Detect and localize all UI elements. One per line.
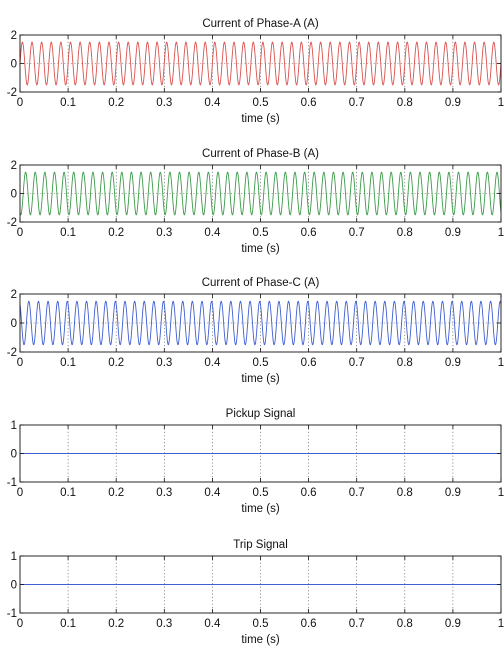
- subplot-1-x-tick-label: 0: [17, 97, 23, 109]
- subplot-1-series-1-line: [19, 41, 502, 86]
- subplot-2-x-axis-label: time (s): [241, 243, 280, 255]
- subplot-3-x-tick-label: 0.7: [349, 357, 365, 369]
- subplot-1-x-tick-label: 0.2: [108, 97, 124, 109]
- subplot-5-x-tick-label: 0.8: [397, 618, 413, 630]
- subplot-1-x-tick-label: 0.3: [156, 97, 172, 109]
- subplot-2-x-tick-label: 0.1: [60, 227, 76, 239]
- subplot-2: 0 0.1 0.2 0.3 0.4 0.5 0.6 0.7 0.8 0.9 1-202Current…: [7, 148, 504, 255]
- subplot-4-x-tick-label: 0.3: [156, 487, 172, 499]
- subplot-1-x-tick-label: 0.5: [253, 97, 269, 109]
- subplot-4-title: Pickup Signal: [226, 408, 296, 420]
- subplot-5-x-tick-label: 0.5: [253, 618, 269, 630]
- subplot-4-x-tick-label: 1: [498, 487, 504, 499]
- subplot-2-x-tick-label: 0.4: [204, 227, 221, 239]
- subplot-1-x-tick-label: 0.4: [204, 97, 221, 109]
- subplot-2-y-tick-label: 2: [11, 160, 17, 172]
- subplot-5-x-tick-label: 0.7: [349, 618, 365, 630]
- subplot-4-x-tick-label: 0.7: [349, 487, 365, 499]
- subplot-2-x-tick-label: 0.6: [301, 227, 317, 239]
- subplot-4-x-tick-label: 0.4: [204, 487, 221, 499]
- subplot-1-x-tick-label: 1: [498, 97, 504, 109]
- subplot-5-x-tick-label: 1: [498, 618, 504, 630]
- subplot-1-y-tick-label: 0: [11, 59, 17, 71]
- subplot-2-x-tick-label: 0: [17, 227, 23, 239]
- subplot-2-x-tick-label: 0.8: [397, 227, 413, 239]
- subplot-3-x-tick-label: 0: [17, 357, 23, 369]
- subplot-3: 0 0.1 0.2 0.3 0.4 0.5 0.6 0.7 0.8 0.9 1-202Current…: [7, 277, 504, 385]
- subplot-1-y-tick-label: -2: [7, 87, 17, 99]
- subplot-5-x-tick-label: 0.2: [108, 618, 124, 630]
- subplot-1-title: Current of Phase-A (A): [202, 18, 318, 30]
- subplot-2-y-tick-label: 0: [11, 189, 17, 201]
- subplot-1-x-tick-label: 0.6: [301, 97, 317, 109]
- subplot-5-x-tick-label: 0.4: [204, 618, 221, 630]
- subplot-3-y-tick-label: -2: [7, 347, 17, 359]
- subplot-4-y-tick-label: 1: [11, 420, 17, 432]
- subplot-1-x-tick-label: 0.7: [349, 97, 365, 109]
- subplot-3-x-tick-label: 0.6: [301, 357, 317, 369]
- subplot-2-x-tick-label: 0.5: [253, 227, 269, 239]
- subplot-3-y-tick-label: 0: [11, 318, 17, 330]
- subplot-4-x-tick-label: 0.5: [253, 487, 269, 499]
- subplot-3-x-tick-label: 0.8: [397, 357, 413, 369]
- subplot-3-x-tick-label: 0.9: [445, 357, 461, 369]
- subplot-2-x-tick-label: 1: [498, 227, 504, 239]
- subplot-4: 0 0.1 0.2 0.3 0.4 0.5 0.6 0.7 0.8 0.9 1-101Pickup …: [7, 408, 504, 515]
- subplot-3-title: Current of Phase-C (A): [202, 277, 320, 289]
- subplot-4-x-tick-label: 0.2: [108, 487, 124, 499]
- subplot-2-x-tick-label: 0.7: [349, 227, 365, 239]
- subplot-2-x-tick-label: 0.9: [445, 227, 461, 239]
- subplot-2-x-tick-label: 0.2: [108, 227, 124, 239]
- subplot-3-x-tick-label: 1: [498, 357, 504, 369]
- subplot-4-x-tick-label: 0.8: [397, 487, 413, 499]
- subplot-5-x-tick-label: 0.1: [60, 618, 76, 630]
- subplot-5-x-tick-label: 0.6: [301, 618, 317, 630]
- subplot-5-y-tick-label: 1: [11, 551, 17, 563]
- subplot-5-x-tick-label: 0.3: [156, 618, 172, 630]
- subplot-2-title: Current of Phase-B (A): [202, 148, 319, 160]
- subplot-2-x-tick-label: 0.3: [156, 227, 172, 239]
- subplot-4-y-tick-label: -1: [7, 477, 17, 489]
- subplot-3-y-tick-label: 2: [11, 289, 17, 301]
- subplot-5-x-tick-label: 0: [17, 618, 23, 630]
- subplot-3-x-tick-label: 0.1: [60, 357, 76, 369]
- subplot-1-x-axis-label: time (s): [241, 113, 280, 125]
- subplot-3-x-tick-label: 0.3: [156, 357, 172, 369]
- subplot-5-y-tick-label: -1: [7, 608, 17, 620]
- subplot-3-x-axis-label: time (s): [241, 373, 280, 385]
- subplot-3-series-1-line: [19, 300, 502, 346]
- subplot-5-x-axis-label: time (s): [241, 634, 280, 646]
- subplot-3-x-tick-label: 0.4: [204, 357, 221, 369]
- subplot-1-x-tick-label: 0.1: [60, 97, 76, 109]
- subplot-4-x-tick-label: 0.1: [60, 487, 76, 499]
- subplot-4-x-tick-label: 0.6: [301, 487, 317, 499]
- subplot-3-x-tick-label: 0.2: [108, 357, 124, 369]
- subplot-5-y-tick-label: 0: [11, 580, 17, 592]
- subplot-5-title: Trip Signal: [233, 539, 288, 551]
- subplot-3-x-tick-label: 0.5: [253, 357, 269, 369]
- subplot-1-x-tick-label: 0.9: [445, 97, 461, 109]
- subplot-4-x-tick-label: 0.9: [445, 487, 461, 499]
- subplot-2-y-tick-label: -2: [7, 217, 17, 229]
- subplot-1-x-tick-label: 0.8: [397, 97, 413, 109]
- subplot-4-x-tick-label: 0: [17, 487, 23, 499]
- subplot-4-y-tick-label: 0: [11, 449, 17, 461]
- subplot-2-series-1-line: [19, 171, 502, 216]
- subplot-1-y-tick-label: 2: [11, 30, 17, 42]
- subplot-4-x-axis-label: time (s): [241, 503, 280, 515]
- subplot-5-x-tick-label: 0.9: [445, 618, 461, 630]
- subplot-1: 0 0.1 0.2 0.3 0.4 0.5 0.6 0.7 0.8 0.9 1-202Current…: [7, 18, 504, 125]
